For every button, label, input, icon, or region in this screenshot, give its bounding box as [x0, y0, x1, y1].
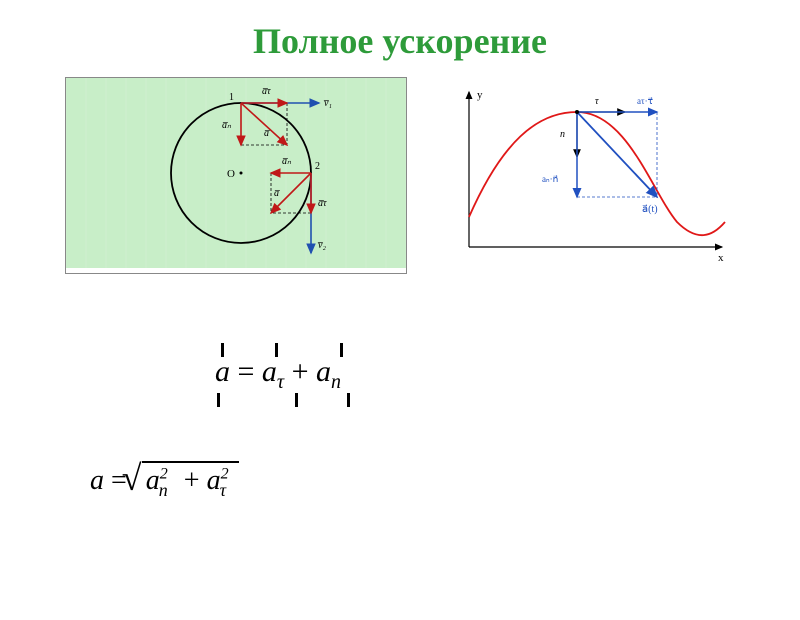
diagram-row: O12v̅₁a̅τa̅ₙa̅v̅₂a̅τa̅ₙa̅ xyτ⃗aτ·τ⃗n⃗aₙ·…: [65, 77, 800, 274]
svg-text:y: y: [477, 89, 483, 101]
f2-plus: +: [184, 465, 207, 496]
f1-sub1: τ: [277, 371, 284, 393]
f2-lhs: a: [90, 465, 104, 496]
svg-text:aτ·τ⃗: aτ·τ⃗: [637, 96, 653, 106]
svg-text:aₙ·n⃗: aₙ·n⃗: [542, 174, 558, 184]
svg-text:a⃗(t): a⃗(t): [642, 204, 658, 215]
f2-t2b: a: [207, 465, 221, 496]
f2-t2sub: τ: [220, 480, 226, 500]
curve-diagram: x y τ⃗ aτ·τ⃗ n⃗ aₙ·n⃗ a⃗(t): [447, 82, 732, 272]
f2-t1b: a: [146, 465, 160, 496]
f1-lhs: a: [215, 355, 230, 388]
circle-diagram: O12v̅₁a̅τa̅ₙa̅v̅₂a̅τa̅ₙa̅: [65, 77, 407, 274]
svg-text:v̅₂: v̅₂: [317, 240, 327, 251]
f1-sub2: n: [331, 371, 341, 393]
svg-text:1: 1: [229, 92, 234, 103]
svg-text:a̅τ: a̅τ: [318, 198, 327, 209]
svg-text:a̅τ: a̅τ: [262, 86, 271, 97]
formula-magnitude: a = √ a2n + a2τ: [90, 465, 239, 501]
f1-plus: +: [292, 355, 316, 388]
f2-t1sub: n: [159, 480, 168, 500]
svg-text:a̅ₙ: a̅ₙ: [282, 156, 292, 167]
svg-text:x: x: [718, 252, 724, 264]
svg-text:O: O: [227, 168, 235, 180]
f1-rhs2: a: [316, 355, 331, 388]
svg-text:2: 2: [315, 161, 320, 172]
formula-vector-sum: a = aτ + an: [215, 355, 341, 394]
sqrt-icon: √ a2n + a2τ: [140, 465, 239, 501]
svg-text:τ⃗: τ⃗: [595, 96, 606, 107]
svg-text:a̅ₙ: a̅ₙ: [222, 120, 232, 131]
f1-rhs1: a: [262, 355, 277, 388]
svg-text:n⃗: n⃗: [560, 129, 573, 140]
svg-text:v̅₁: v̅₁: [323, 98, 332, 109]
page-title: Полное ускорение: [0, 20, 800, 62]
f1-eq: =: [238, 355, 262, 388]
